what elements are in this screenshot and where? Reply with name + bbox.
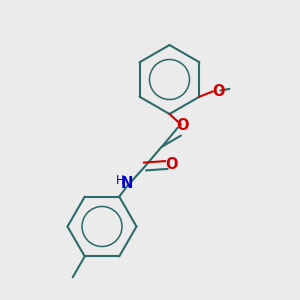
Text: O: O (166, 157, 178, 172)
Text: H: H (116, 174, 125, 188)
Text: O: O (176, 118, 189, 134)
Text: O: O (212, 84, 224, 99)
Text: N: N (120, 176, 133, 191)
